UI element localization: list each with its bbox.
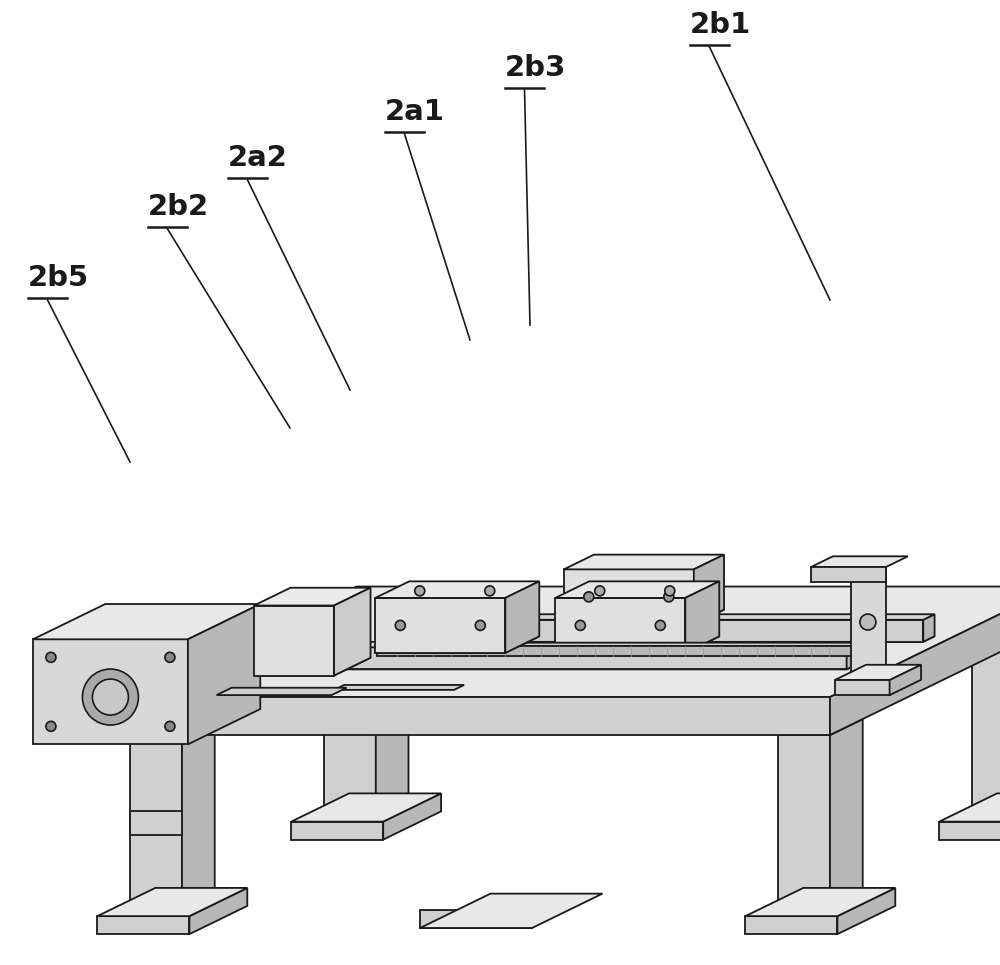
Polygon shape	[837, 888, 895, 934]
Polygon shape	[334, 685, 464, 690]
Polygon shape	[254, 605, 334, 675]
Circle shape	[485, 586, 495, 595]
Polygon shape	[811, 567, 886, 582]
Polygon shape	[254, 658, 371, 675]
Polygon shape	[835, 665, 921, 680]
Circle shape	[655, 620, 665, 630]
Polygon shape	[33, 640, 188, 744]
Polygon shape	[130, 587, 1000, 697]
Polygon shape	[182, 719, 215, 910]
Polygon shape	[523, 620, 923, 642]
Polygon shape	[291, 793, 441, 821]
Polygon shape	[523, 636, 935, 642]
Polygon shape	[291, 821, 383, 840]
Circle shape	[395, 620, 405, 630]
Polygon shape	[254, 588, 371, 605]
Polygon shape	[778, 719, 863, 735]
Polygon shape	[189, 888, 247, 934]
Polygon shape	[130, 735, 182, 910]
Polygon shape	[97, 916, 189, 934]
Polygon shape	[97, 888, 247, 916]
Circle shape	[46, 652, 56, 662]
Polygon shape	[745, 916, 837, 934]
Polygon shape	[33, 604, 260, 640]
Text: 2b5: 2b5	[28, 264, 89, 292]
Polygon shape	[694, 555, 724, 624]
Circle shape	[860, 614, 876, 630]
Polygon shape	[811, 556, 908, 567]
Polygon shape	[130, 697, 830, 735]
Polygon shape	[835, 680, 890, 695]
Text: 2a1: 2a1	[385, 98, 445, 126]
Polygon shape	[420, 894, 602, 928]
Polygon shape	[375, 598, 505, 653]
Polygon shape	[555, 636, 719, 653]
Polygon shape	[375, 636, 539, 653]
Polygon shape	[287, 642, 858, 648]
Polygon shape	[972, 641, 1000, 815]
Polygon shape	[923, 615, 935, 642]
Text: 2b2: 2b2	[148, 193, 209, 221]
Polygon shape	[745, 888, 895, 916]
Circle shape	[665, 586, 675, 595]
Polygon shape	[972, 624, 1000, 641]
Polygon shape	[564, 610, 724, 624]
Polygon shape	[287, 642, 298, 670]
Circle shape	[584, 592, 594, 602]
Polygon shape	[830, 587, 1000, 735]
Polygon shape	[376, 624, 408, 815]
Polygon shape	[188, 604, 260, 744]
Polygon shape	[555, 598, 685, 653]
Circle shape	[415, 586, 425, 595]
Circle shape	[664, 592, 674, 602]
Polygon shape	[287, 648, 847, 670]
Polygon shape	[555, 581, 719, 598]
Polygon shape	[778, 735, 830, 910]
Polygon shape	[377, 643, 865, 647]
Circle shape	[595, 586, 605, 595]
Polygon shape	[939, 793, 1000, 821]
Text: 2b3: 2b3	[505, 54, 566, 82]
Polygon shape	[851, 557, 886, 677]
Polygon shape	[939, 821, 1000, 840]
Polygon shape	[847, 642, 858, 670]
Polygon shape	[564, 555, 724, 569]
Circle shape	[475, 620, 485, 630]
Circle shape	[575, 620, 585, 630]
Polygon shape	[217, 688, 347, 695]
Text: 2a2: 2a2	[228, 144, 288, 172]
Circle shape	[82, 669, 138, 725]
Polygon shape	[420, 910, 532, 928]
Polygon shape	[685, 581, 719, 653]
Circle shape	[165, 652, 175, 662]
Polygon shape	[383, 793, 441, 840]
Polygon shape	[564, 569, 694, 624]
Polygon shape	[505, 581, 539, 653]
Circle shape	[46, 721, 56, 731]
Polygon shape	[287, 664, 858, 670]
Polygon shape	[523, 615, 935, 620]
Polygon shape	[377, 647, 857, 656]
Polygon shape	[324, 624, 408, 641]
Circle shape	[92, 679, 128, 715]
Polygon shape	[130, 719, 215, 735]
Text: 2b1: 2b1	[690, 11, 751, 39]
Polygon shape	[375, 581, 539, 598]
Polygon shape	[890, 665, 921, 695]
Polygon shape	[130, 811, 182, 835]
Polygon shape	[324, 641, 376, 815]
Circle shape	[165, 721, 175, 731]
Polygon shape	[334, 588, 371, 675]
Polygon shape	[830, 719, 863, 910]
